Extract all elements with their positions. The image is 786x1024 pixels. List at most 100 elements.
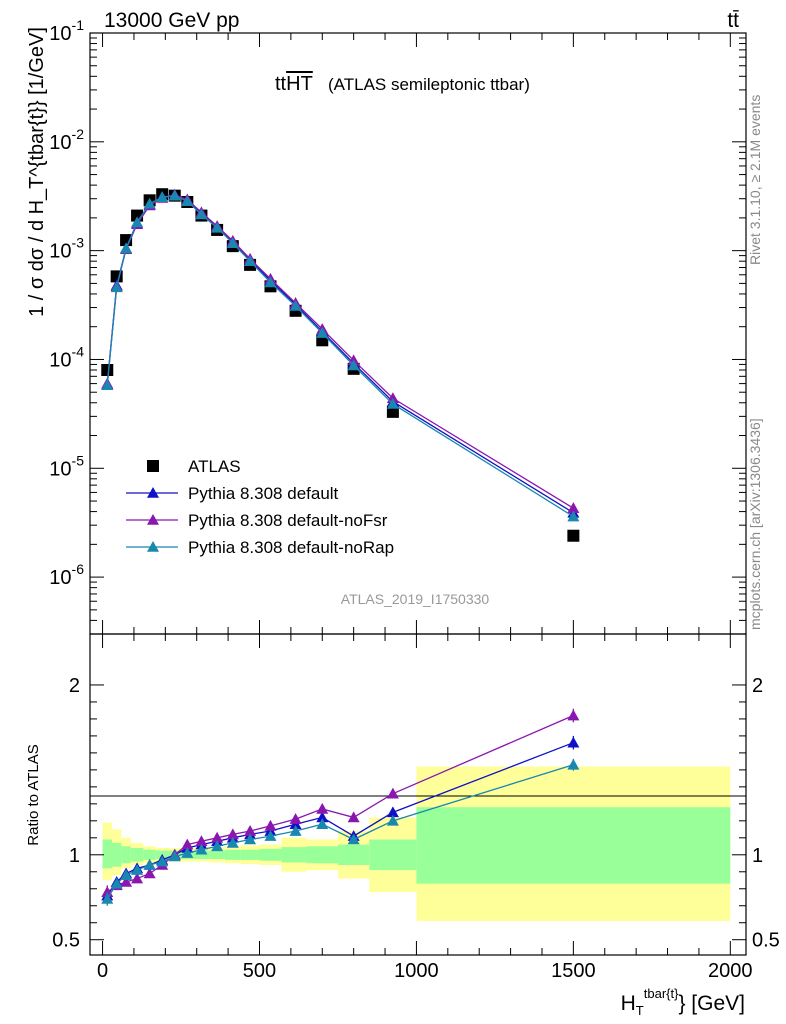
ratio-y-tick-label: 0.5 (52, 930, 80, 952)
ratio-point (211, 840, 224, 852)
uncertainty-band-inner (111, 842, 122, 867)
main-axis-ticks: 10-610-510-410-310-210-1 (49, 17, 746, 634)
x-axis-label-unit: } [GeV] (678, 992, 745, 1015)
legend: ATLAS Pythia 8.308 default Pythia 8.308 de… (126, 457, 394, 557)
main-y-tick-label: 10-3 (49, 235, 84, 263)
uncertainty-band-inner (369, 839, 417, 871)
ratio-point (120, 875, 133, 887)
x-tick-label: 500 (243, 960, 276, 982)
main-y-tick-exp: -4 (72, 343, 85, 359)
main-y-tick-base: 10 (49, 132, 71, 154)
uncertainty-band-inner (306, 846, 338, 864)
legend-label: ATLAS (188, 457, 241, 476)
main-y-tick-label: 10-5 (49, 452, 84, 480)
ratio-point (289, 825, 302, 836)
header-process: tt̄ (727, 9, 739, 32)
main-y-tick-base: 10 (49, 241, 71, 263)
title-ht-overline: HT (286, 73, 313, 95)
ratio-point (195, 835, 208, 847)
ratio-frame (89, 633, 747, 956)
main-y-tick-label: 10-1 (49, 17, 84, 45)
data-point (567, 529, 580, 542)
legend-marker (147, 514, 159, 525)
main-y-tick-exp: -3 (72, 235, 85, 251)
ratio-point (195, 843, 208, 855)
ratio-point (567, 736, 580, 748)
main-y-tick-exp: -1 (72, 17, 85, 33)
watermark: ATLAS_2019_I1750330 (341, 591, 490, 607)
uncertainty-band-inner (337, 844, 370, 865)
main-y-tick-exp: -5 (72, 452, 85, 468)
legend-marker (147, 460, 159, 472)
ratio-point (386, 787, 399, 799)
title-suffix: (ATLAS semileptonic ttbar) (328, 75, 530, 94)
ratio-point (264, 819, 277, 831)
ratio-point (181, 838, 194, 850)
main-y-tick-label: 10-4 (49, 343, 84, 371)
ratio-point (143, 858, 156, 870)
ratio-point (264, 830, 277, 841)
mc-point (316, 327, 329, 338)
mc-point (131, 216, 144, 228)
ratio-series-group (101, 708, 580, 906)
series-line-noRap (106, 195, 574, 518)
ratio-point (316, 811, 329, 823)
main-y-tick-label: 10-6 (49, 561, 84, 589)
ratio-bands (102, 766, 731, 922)
legend-item-data: ATLAS (147, 457, 241, 476)
main-y-tick-base: 10 (49, 567, 71, 589)
mc-point (244, 255, 257, 266)
mc-point (567, 502, 580, 513)
main-panel: 10-610-510-410-310-210-1 ttHT (ATLAS sem… (26, 17, 747, 635)
header-collision: 13000 GeV pp (104, 9, 239, 32)
mc-point (226, 237, 239, 249)
mc-point (347, 359, 360, 371)
title-tt: tt (275, 73, 287, 95)
uncertainty-band-inner (240, 849, 260, 860)
legend-label: Pythia 8.308 default-noRap (188, 538, 394, 557)
mc-point (156, 191, 169, 202)
ratio-y-axis-label: Ratio to ATLAS (25, 744, 42, 845)
ratio-axis-ticks: 0.5 0.5 1 1 2 2 0 500 1000 1500 2000 (52, 634, 780, 982)
ratio-y-tick-label: 2 (69, 675, 80, 697)
main-y-tick-label: 10-2 (49, 126, 84, 154)
main-y-tick-exp: -6 (72, 561, 85, 577)
ratio-point (110, 877, 123, 889)
series-noRap (101, 189, 580, 522)
ratio-series-noRap (101, 758, 580, 906)
ratio-point (347, 811, 360, 823)
mc-point (264, 276, 277, 288)
legend-marker (147, 541, 159, 552)
legend-item-noFsr: Pythia 8.308 default-noFsr (126, 511, 388, 530)
uncertainty-band-inner (259, 848, 282, 861)
ratio-point (211, 831, 224, 843)
main-y-axis-label: 1 / σ dσ / d H_T^{tbar{t}} [1/GeV] (26, 27, 48, 317)
ratio-point (347, 833, 360, 845)
legend-label: Pythia 8.308 default-noFsr (188, 511, 388, 530)
x-axis-label: HTtbar{t}} [GeV] (621, 986, 745, 1018)
side-label-mcplots: mcplots.cern.ch [arXiv:1306.3436] (747, 418, 763, 630)
x-tick-label: 2000 (708, 960, 753, 982)
ratio-point (386, 806, 399, 818)
ratio-point (131, 864, 144, 875)
x-axis-label-base: H (621, 992, 636, 1015)
x-tick-label: 1000 (394, 960, 439, 982)
main-title: ttHT (ATLAS semileptonic ttbar) (275, 73, 530, 95)
mc-point (567, 510, 580, 522)
uncertainty-band-inner (130, 848, 144, 862)
mc-point (110, 281, 123, 293)
mc-point (386, 397, 399, 409)
mc-point (289, 299, 302, 311)
ratio-point (244, 833, 257, 845)
ratio-point (156, 855, 169, 867)
main-y-tick-exp: -2 (72, 126, 85, 142)
ratio-y-tick-label-right: 2 (752, 675, 763, 697)
ratio-point (226, 836, 239, 848)
ratio-point (567, 758, 580, 770)
uncertainty-band-inner (224, 849, 241, 860)
data-point (101, 364, 114, 377)
mc-point (181, 195, 194, 206)
uncertainty-band-inner (143, 849, 156, 860)
svg-text:ttHT: ttHT (275, 73, 313, 95)
